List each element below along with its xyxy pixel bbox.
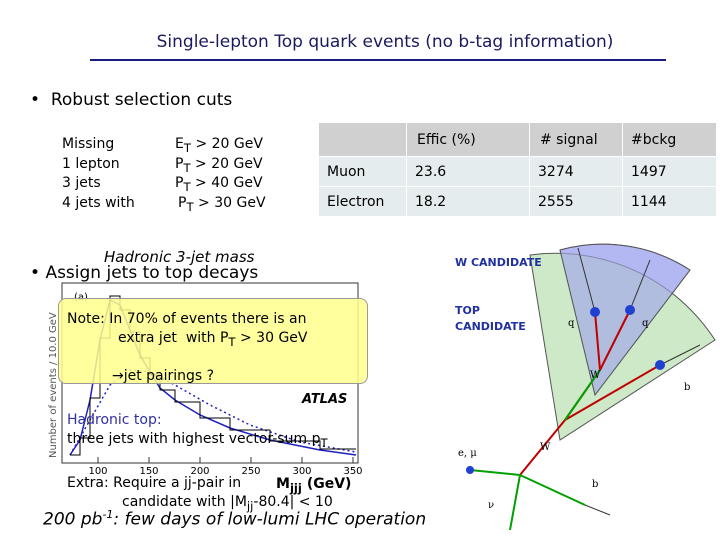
plot-ylabel: Number of events / 10.0 GeV [48,312,59,458]
text: > 40 GeV [195,175,263,191]
cut-value: PT > 40 GeV [175,175,263,194]
text: 200 pb [43,509,103,530]
text: > 20 GeV [195,136,263,152]
cell: 18.2 [406,186,530,217]
text: T [183,160,191,175]
table-row: Electron 18.2 2555 1144 [318,186,717,217]
title-rule [90,59,666,61]
plot-xlabel: Mjjj (GeV) [276,476,352,495]
text: three jets with highest vector-sum p [67,431,321,447]
text: > 30 GeV [235,330,308,346]
extra-line: Extra: Require a jj-pair in [67,475,242,491]
diagram-label: b [592,479,598,490]
cut-name: 1 lepton [62,155,120,172]
cell: 23.6 [406,156,530,187]
note-arrow: →jet pairings ? [112,368,215,384]
diagram-label: q [568,318,575,329]
bullet-text: Assign jets to top decays [45,263,259,283]
text: : few days of low-lumi LHC operation [113,509,427,530]
bullet: • Robust selection cuts [30,90,233,110]
note-line: Note: In 70% of events there is an [67,311,307,327]
text: > 20 GeV [195,155,263,172]
top-candidate: CANDIDATE [455,320,526,333]
cut-name: Missing [62,136,115,152]
diagram-label: q [642,318,649,329]
x-ticks: 100 150 200 250 300 350 [88,457,363,477]
x-tick-label: 200 [190,466,209,477]
table: Effic (%) # signal #bckg Muon 23.6 3274 149… [318,122,717,217]
diagram-label: W [540,442,551,453]
cut-name: 3 jets [62,175,101,191]
diagram-label: b [684,382,690,393]
x-tick-label: 150 [139,466,158,477]
text: T [320,435,328,450]
note-line: extra jet with PT > 30 GeV [118,330,307,349]
text: jj [246,498,254,513]
cell: 2555 [529,186,623,217]
note-box [58,298,368,384]
text: candidate with |M [122,494,247,510]
vertices [466,305,665,474]
w-candidate: W CANDIDATE [455,256,542,269]
cut-value: ET > 20 GeV [175,136,263,155]
text: T [228,334,236,349]
diagram-labels: q q Wb e, μ Wb ν [458,318,690,511]
footer: 200 pb-1: few days of low-lumi LHC opera… [43,508,426,530]
hadronic-line: three jets with highest vector-sum pT [67,431,328,450]
text: extra jet with P [118,330,229,346]
header-cell: Effic (%) [406,122,530,157]
bullet-text: Robust selection cuts [50,90,233,110]
hadronic-line: Hadronic top: [67,412,162,428]
x-tick-label: 350 [343,466,362,477]
plot-title: Hadronic 3-jet mass [104,248,255,266]
x-tick-label: 300 [292,466,311,477]
plot-curve [69,369,357,456]
cell: Electron [318,186,407,217]
text: M [276,476,290,492]
text: > 30 GeV [198,194,266,211]
diagram-label: W [590,370,601,381]
plot-panel: (a) [74,292,88,303]
diagram-label: e, μ [458,448,477,459]
text: P [178,194,187,211]
top-candidate: TOP [455,304,480,317]
extra-line: candidate with |Mjj-80.4| < 10 [122,494,333,513]
plot-logo: ATLAS [301,392,347,407]
text: -80.4| < 10 [253,494,333,510]
text: jjj [289,480,302,495]
header-cell: #bckg [622,122,717,157]
text: P [175,175,184,191]
text: T [183,140,191,155]
cell: 3274 [529,156,623,187]
slide-title: Single-lepton Top quark events (no b-tag… [156,32,614,52]
decay-lines [577,247,701,516]
cell: Muon [318,156,407,187]
text: T [183,179,191,194]
text: E [175,136,184,152]
text: P [175,155,184,172]
bullet: • Assign jets to top decays [30,263,259,283]
table-row: Muon 23.6 3274 1497 [318,156,717,187]
header-cell [318,122,407,157]
decay-lines [469,369,601,531]
x-tick-label: 250 [241,466,260,477]
text: T [186,199,194,214]
cut-value: PT > 30 GeV [178,195,266,214]
cell: 1144 [622,186,717,217]
diagram-label: ν [488,500,494,511]
table-header: Effic (%) # signal #bckg [318,122,717,157]
text: (GeV) [306,476,352,492]
cell: 1497 [622,156,717,187]
text: -1 [102,508,114,521]
x-tick-label: 100 [88,466,107,477]
cut-name: 4 jets with [62,194,135,211]
cut-value: PT > 20 GeV [175,156,263,175]
